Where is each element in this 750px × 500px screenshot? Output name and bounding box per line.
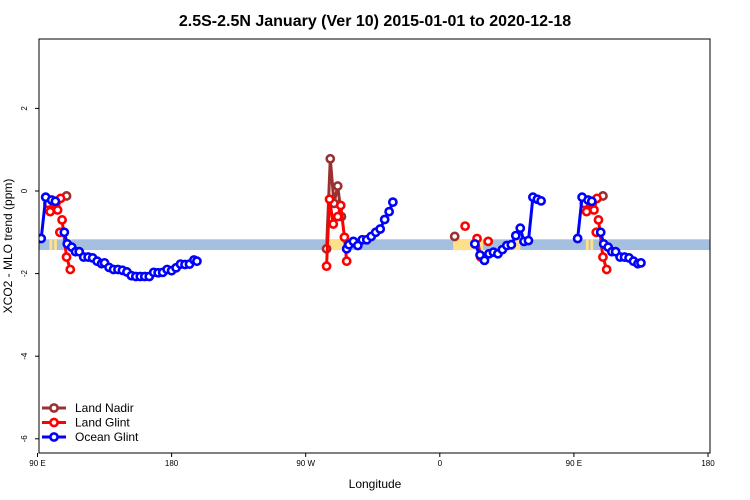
data-point bbox=[45, 206, 56, 217]
data-point bbox=[324, 194, 335, 205]
data-point bbox=[601, 264, 612, 275]
y-tick-label: -2 bbox=[20, 269, 29, 277]
legend-label: Ocean Glint bbox=[75, 430, 139, 444]
data-point bbox=[636, 257, 646, 268]
land-segment bbox=[53, 239, 57, 251]
x-tick-label: 180 bbox=[165, 459, 179, 468]
legend-item: Land Nadir bbox=[42, 401, 134, 415]
y-tick-label: -4 bbox=[20, 352, 29, 360]
plot-area bbox=[39, 153, 710, 282]
data-point bbox=[586, 196, 597, 207]
data-point bbox=[325, 153, 336, 164]
data-point bbox=[332, 211, 343, 222]
legend-marker bbox=[49, 417, 59, 428]
data-point bbox=[375, 224, 386, 234]
plot-frame bbox=[38, 38, 711, 454]
data-point bbox=[57, 215, 67, 225]
chart-title: 2.5S-2.5N January (Ver 10) 2015-01-01 to… bbox=[179, 13, 571, 30]
legend-item: Ocean Glint bbox=[42, 430, 139, 444]
x-tick-label: 0 bbox=[438, 459, 443, 468]
data-point bbox=[335, 200, 346, 211]
data-point bbox=[483, 236, 494, 247]
data-point bbox=[449, 231, 460, 242]
data-point bbox=[387, 197, 398, 208]
data-point bbox=[192, 256, 202, 267]
data-point bbox=[65, 264, 76, 275]
land-segment bbox=[49, 239, 53, 251]
x-tick-label: 180 bbox=[701, 459, 715, 468]
x-tick-label: 90 E bbox=[566, 459, 582, 468]
data-point bbox=[52, 205, 63, 215]
land-segment bbox=[585, 239, 589, 251]
data-point bbox=[479, 255, 490, 266]
data-point bbox=[341, 256, 352, 267]
series-group bbox=[39, 192, 646, 282]
data-point bbox=[515, 223, 526, 234]
data-point bbox=[39, 233, 47, 244]
land-segment bbox=[453, 239, 484, 251]
data-point bbox=[572, 233, 583, 244]
data-point bbox=[59, 227, 70, 238]
data-point bbox=[593, 215, 604, 225]
data-point bbox=[595, 227, 606, 238]
legend-label: Land Glint bbox=[75, 416, 130, 430]
series-line bbox=[473, 195, 542, 262]
data-point bbox=[523, 235, 534, 246]
y-axis-label: XCO2 - MLO trend (ppm) bbox=[1, 179, 15, 314]
data-point bbox=[506, 239, 517, 250]
ocean-band bbox=[39, 239, 710, 251]
x-tick-label: 90 E bbox=[29, 459, 45, 468]
y-tick-label: 2 bbox=[20, 106, 29, 111]
x-axis: 90 E 180 90 W 0 90 E 180 bbox=[29, 453, 715, 468]
data-point bbox=[50, 196, 61, 207]
x-tick-label: 90 W bbox=[296, 459, 315, 468]
data-point bbox=[379, 214, 390, 225]
legend-label: Land Nadir bbox=[75, 401, 134, 415]
data-point bbox=[598, 252, 608, 262]
data-point bbox=[510, 230, 521, 241]
data-point bbox=[328, 219, 339, 229]
data-point bbox=[460, 221, 471, 232]
y-tick-label: -6 bbox=[20, 435, 29, 443]
data-point bbox=[536, 196, 547, 206]
land-segment bbox=[325, 239, 345, 251]
data-point bbox=[469, 238, 480, 249]
legend-marker bbox=[49, 432, 59, 442]
data-point bbox=[332, 181, 343, 191]
x-axis-label: Longitude bbox=[349, 477, 402, 491]
ocean-band-layer bbox=[39, 239, 710, 251]
y-tick-label: 0 bbox=[20, 188, 29, 193]
land-segment bbox=[590, 239, 594, 251]
data-point bbox=[581, 206, 592, 217]
y-axis: -6 -4 -2 0 2 bbox=[20, 106, 39, 443]
legend-marker bbox=[49, 403, 59, 413]
legend-item: Land Glint bbox=[42, 416, 130, 430]
data-point bbox=[589, 205, 599, 215]
data-point bbox=[61, 252, 72, 262]
data-point bbox=[339, 232, 350, 243]
land-segment bbox=[514, 239, 521, 251]
series-layer bbox=[39, 153, 646, 282]
data-point bbox=[321, 261, 332, 272]
data-point bbox=[384, 206, 395, 217]
